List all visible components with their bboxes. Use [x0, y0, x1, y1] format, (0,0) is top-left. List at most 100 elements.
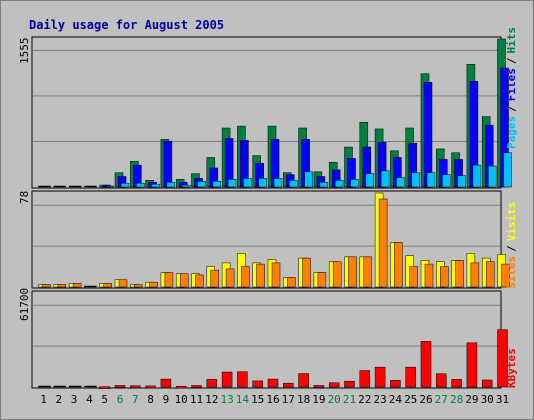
- sites-bar: [42, 284, 51, 288]
- pages-bar: [166, 181, 176, 188]
- pages-bar: [319, 181, 329, 188]
- pages-bar: [181, 184, 191, 188]
- day-label: 20: [328, 393, 341, 406]
- day-label: 10: [175, 393, 188, 406]
- kbytes-bar: [267, 378, 279, 388]
- day-label: 31: [496, 393, 509, 406]
- kbytes-bar: [130, 385, 141, 389]
- kbytes-bar: [374, 366, 386, 388]
- day-label: 15: [251, 393, 264, 406]
- legend-hits: Hits: [505, 27, 518, 54]
- sites-bar: [179, 273, 189, 288]
- day-label: 11: [190, 393, 203, 406]
- day-label: 21: [343, 393, 356, 406]
- sites-bar: [455, 260, 464, 288]
- pages-bar: [136, 182, 145, 188]
- pages-bar: [212, 181, 222, 188]
- kbytes-bar: [313, 385, 325, 388]
- empty-bar: [68, 385, 82, 388]
- sites-bar: [332, 261, 342, 288]
- pages-bar: [350, 179, 359, 188]
- sites-bar: [485, 261, 495, 288]
- pages-bar: [289, 180, 298, 188]
- sites-bar: [470, 262, 480, 288]
- chart-title: Daily usage for August 2005: [29, 18, 224, 32]
- sites-bar: [440, 266, 449, 288]
- day-label: 2: [55, 393, 62, 406]
- sites-bar: [287, 277, 296, 288]
- pages-bar: [151, 183, 160, 188]
- kbytes-bar: [221, 371, 233, 388]
- day-label: 4: [86, 393, 93, 406]
- sites-bar: [57, 284, 67, 288]
- day-label: 5: [101, 393, 108, 406]
- kbytes-bar: [283, 382, 294, 388]
- pages-bar: [258, 178, 267, 188]
- kbytes-bar: [175, 385, 187, 389]
- kbytes-bar: [206, 379, 218, 388]
- sites-bar: [210, 269, 220, 288]
- empty-bar: [84, 385, 97, 388]
- day-label: 17: [282, 393, 295, 406]
- legend-visits: Visits: [505, 202, 518, 242]
- pages-bar: [411, 172, 420, 188]
- kbytes-bar: [405, 366, 416, 388]
- pages-bar: [243, 178, 252, 188]
- pages-bar: [273, 178, 283, 188]
- day-label: 3: [71, 393, 78, 406]
- pages-bar: [105, 185, 114, 188]
- day-label: 30: [481, 393, 494, 406]
- empty-bar: [38, 385, 51, 388]
- legend-sep-2: /: [505, 57, 518, 64]
- sites-bar: [317, 272, 327, 288]
- day-label: 12: [205, 393, 218, 406]
- sites-bar: [103, 283, 112, 288]
- empty-bar: [53, 185, 67, 188]
- pages-bar: [304, 171, 313, 188]
- pages-bar: [365, 173, 375, 188]
- legend-pages-files-hits: Pages / Files / Hits: [505, 27, 518, 149]
- pages-bar: [503, 152, 512, 188]
- sites-bar: [348, 256, 357, 288]
- day-label: 16: [266, 393, 279, 406]
- sites-bar: [134, 284, 143, 288]
- kbytes-bar: [99, 386, 110, 389]
- day-label: 22: [358, 393, 371, 406]
- kbytes-bar: [390, 380, 401, 388]
- day-label: 28: [450, 393, 463, 406]
- day-label: 29: [465, 393, 478, 406]
- kbytes-bar: [497, 329, 508, 388]
- kbytes-bar: [344, 380, 355, 388]
- pages-bar: [426, 172, 436, 188]
- sites-bar: [225, 268, 235, 288]
- kbytes-bar: [420, 341, 432, 388]
- pages-bar: [120, 182, 130, 188]
- legend-sep-1: /: [505, 105, 518, 112]
- empty-bar: [68, 185, 82, 188]
- day-label: 27: [435, 393, 448, 406]
- legend-sites-visits: Sites / Visits: [505, 202, 518, 290]
- sites-bar: [271, 262, 281, 288]
- day-label: 1: [40, 393, 47, 406]
- day-label: 26: [419, 393, 432, 406]
- kbytes-bar: [481, 379, 493, 388]
- pages-bar: [197, 181, 206, 188]
- sites-bar: [363, 256, 373, 288]
- kbytes-bar: [436, 373, 447, 388]
- pages-bar: [442, 174, 451, 188]
- kbytes-bar: [160, 378, 172, 388]
- empty-bar: [84, 285, 97, 288]
- files-bar: [423, 82, 433, 188]
- day-label: 9: [163, 393, 170, 406]
- sites-bar: [195, 274, 204, 288]
- legend-kbytes: KBytes: [505, 348, 518, 388]
- files-bar: [163, 141, 173, 188]
- pages-bar: [457, 175, 466, 188]
- day-label: 13: [220, 393, 233, 406]
- pages-bar: [227, 179, 237, 188]
- day-label: 23: [373, 393, 386, 406]
- kbytes-bar: [191, 385, 202, 388]
- sites-bar: [394, 242, 403, 288]
- legend-sites: Sites: [505, 256, 518, 289]
